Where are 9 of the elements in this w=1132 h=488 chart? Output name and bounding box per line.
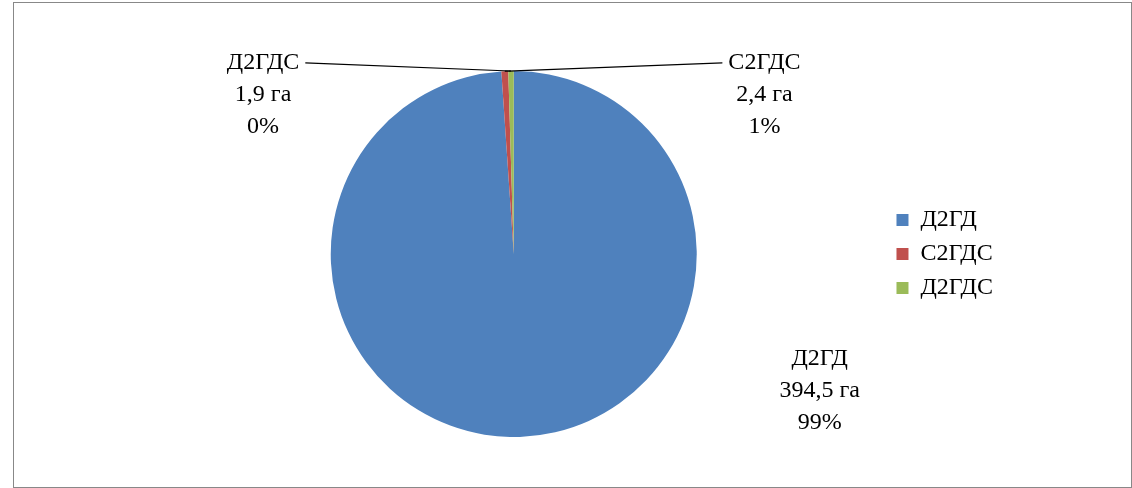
legend-label: С2ГДС	[920, 239, 993, 266]
legend-label: Д2ГД	[920, 205, 977, 232]
slice-label: Д2ГД	[791, 343, 848, 370]
slice-label: С2ГДС	[728, 48, 801, 75]
data-label: 2,4 га 1%	[736, 80, 794, 139]
data-label: 394,5 га 99%	[779, 375, 861, 434]
data-label: 1,9 га 0%	[234, 80, 292, 139]
slice-label: Д2ГДС	[226, 48, 300, 75]
legend-label: Д2ГДС	[920, 273, 993, 300]
